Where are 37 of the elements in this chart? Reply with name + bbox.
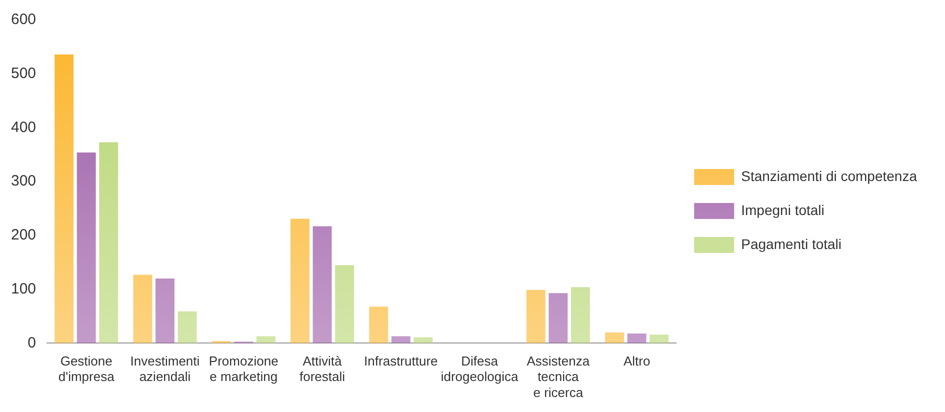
bar bbox=[605, 332, 624, 344]
x-tick-label: Gestione d'impresa bbox=[58, 354, 116, 384]
bar bbox=[76, 152, 96, 344]
bar bbox=[312, 226, 332, 344]
bar bbox=[54, 54, 74, 344]
y-tick-label: 500 bbox=[10, 65, 36, 82]
x-tick-label: Assistenza tecnica e ricerca bbox=[526, 354, 590, 400]
bar bbox=[178, 311, 197, 344]
bar bbox=[650, 334, 669, 344]
x-tick-label: Promozione e marketing bbox=[208, 354, 278, 384]
legend-label: Impegni totali bbox=[741, 202, 824, 218]
x-tick-label: Difesa idrogeologica bbox=[440, 354, 519, 384]
x-tick-label: Infrastrutture bbox=[364, 354, 438, 369]
y-tick-label: 600 bbox=[10, 11, 36, 28]
y-tick-label: 200 bbox=[10, 226, 36, 244]
bar bbox=[290, 218, 310, 344]
legend-label: Pagamenti totali bbox=[741, 236, 842, 252]
y-tick-label: 100 bbox=[10, 280, 36, 298]
bar bbox=[335, 265, 354, 344]
bar bbox=[99, 142, 118, 344]
y-tick-label: 0 bbox=[28, 334, 36, 352]
legend-label: Stanziamenti di competenza bbox=[741, 168, 918, 184]
bar bbox=[526, 290, 546, 344]
bar bbox=[391, 336, 410, 344]
bar bbox=[414, 337, 433, 344]
bar bbox=[156, 278, 174, 344]
y-tick-label: 400 bbox=[10, 118, 36, 136]
bar bbox=[369, 306, 388, 344]
bar bbox=[627, 334, 646, 344]
x-tick-label: Attività forestali bbox=[299, 354, 346, 384]
y-tick-label: 300 bbox=[10, 172, 36, 190]
bar bbox=[548, 293, 568, 344]
bar bbox=[256, 336, 276, 344]
x-tick-label: Altro bbox=[623, 354, 650, 369]
bar bbox=[570, 287, 590, 344]
bar bbox=[133, 274, 152, 344]
x-tick-label: Investimenti aziendali bbox=[130, 354, 200, 384]
